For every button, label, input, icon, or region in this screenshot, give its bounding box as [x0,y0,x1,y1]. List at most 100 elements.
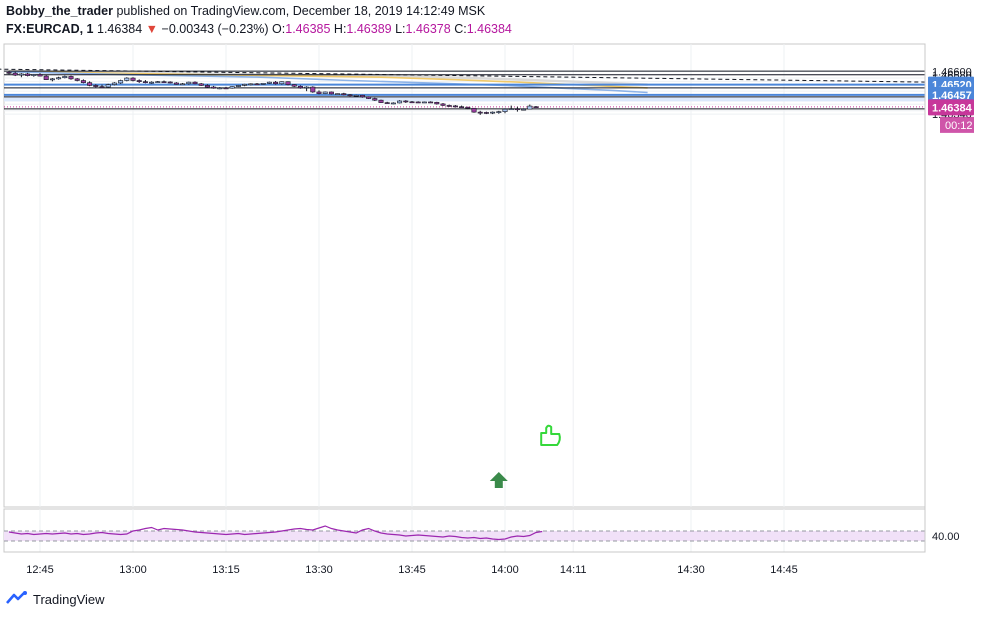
candle [378,99,384,103]
candle [74,78,80,81]
candle [242,83,248,86]
candle [223,87,229,90]
candle [25,73,31,76]
candle [372,98,378,101]
time-tick-label: 14:45 [770,564,798,576]
publish-info: Bobby_the_trader published on TradingVie… [6,4,485,18]
last-price: 1.46384 [97,22,143,36]
candle [291,84,297,87]
published-text: published on TradingView.com, December 1… [116,4,486,18]
level-price-badge[interactable] [928,86,974,103]
level-lines[interactable] [4,70,925,110]
candle [285,81,291,85]
candle [322,91,328,94]
time-tick-label: 14:11 [560,564,587,576]
candle [440,103,446,106]
change-value: −0.00343 (−0.23%) [161,22,269,36]
candle [217,87,223,90]
low-value: 1.46378 [405,22,451,36]
time-tick-label: 13:30 [305,564,333,576]
candle [56,77,62,80]
candle [12,72,18,76]
candle [471,108,477,113]
candle [111,82,117,85]
current-price-label: 1.46384 [932,102,973,114]
trendline[interactable] [0,68,952,83]
time-tick-label: 14:30 [677,564,705,576]
time-tick-label: 13:15 [212,564,240,576]
moving-average-line [8,69,648,86]
candle [142,81,148,83]
candle [421,101,427,104]
candle [496,111,502,113]
candle [477,111,483,114]
candle [198,83,204,86]
candle [409,101,415,104]
level-price-label: 1.46457 [932,90,972,102]
candle [384,102,390,104]
candle [316,91,322,94]
candle [459,106,465,109]
candle [149,81,155,84]
rsi-pane[interactable] [3,508,926,553]
author-name[interactable]: Bobby_the_trader [6,4,113,18]
candle [452,105,458,108]
candle [49,78,55,81]
candle [446,105,452,107]
tradingview-logo-icon[interactable] [6,591,28,608]
zone-layer [4,97,925,102]
symbol-info: FX:EURCAD, 1 1.46384 ▼ −0.00343 (−0.23%)… [6,22,512,36]
rsi-tick-label: 40.00 [932,531,960,543]
candle [347,94,353,97]
price-axis[interactable]: 1.466001.465801.465601.465401.465001.464… [924,44,974,552]
current-price-badge[interactable] [928,99,974,116]
time-tick-label: 12:45 [26,564,54,576]
candle [186,81,192,85]
candle [161,81,167,83]
candle [62,76,68,79]
candle [533,106,539,109]
candle [390,102,396,105]
candle [192,81,198,85]
candle [87,82,93,86]
time-tick-label: 13:00 [119,564,147,576]
footer: TradingView [6,591,105,608]
candles [6,71,539,115]
time-axis[interactable]: 12:45 13:00 13:15 13:30 13:45 14:00 14:11 14:30… [4,551,925,576]
high-value: 1.46389 [346,22,392,36]
candle [297,85,303,89]
brand-name[interactable]: TradingView [33,592,105,607]
time-tick-label: 13:45 [398,564,426,576]
candle [465,106,471,109]
candle [18,73,24,76]
candle [310,86,316,93]
candle [211,86,217,89]
candle [353,94,359,97]
candle [43,75,49,80]
candle [527,105,533,110]
up-arrow-icon [489,472,508,488]
candle [136,80,142,82]
candle [273,81,279,85]
candle [403,100,409,103]
candle [359,94,365,98]
open-value: 1.46385 [285,22,331,36]
candle [279,81,285,85]
countdown-label: 00:12 [945,120,973,132]
candle [167,81,173,84]
low-label: L: [395,22,406,36]
support-zone [4,97,925,102]
candle [124,77,130,81]
candle [118,80,124,84]
candle [180,83,186,86]
candle [508,108,514,110]
plot-area[interactable] [3,43,926,508]
candle [229,86,235,89]
trendline-layer[interactable] [0,68,952,83]
candle [514,108,520,110]
candle [434,101,440,105]
candle [366,96,372,99]
candle [99,86,105,88]
symbol-label: FX:EURCAD, 1 [6,22,94,36]
